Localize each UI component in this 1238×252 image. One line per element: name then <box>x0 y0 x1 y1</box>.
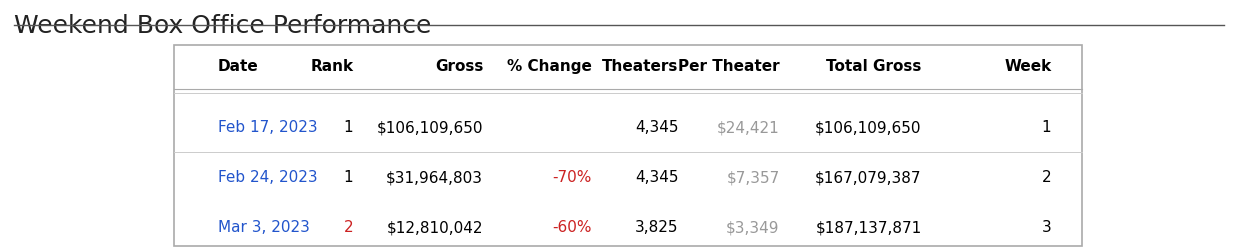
Text: 2: 2 <box>344 219 353 234</box>
Text: 1: 1 <box>1041 120 1051 135</box>
Bar <box>175 46 1082 246</box>
Text: Theaters: Theaters <box>602 59 678 74</box>
Text: Mar 3, 2023: Mar 3, 2023 <box>218 219 310 234</box>
Text: -70%: -70% <box>552 170 592 184</box>
Text: $106,109,650: $106,109,650 <box>815 120 921 135</box>
Text: 4,345: 4,345 <box>635 170 678 184</box>
Text: Feb 17, 2023: Feb 17, 2023 <box>218 120 317 135</box>
Text: -60%: -60% <box>552 219 592 234</box>
Text: 3,825: 3,825 <box>635 219 678 234</box>
Text: $187,137,871: $187,137,871 <box>816 219 921 234</box>
Text: Rank: Rank <box>311 59 353 74</box>
Text: $167,079,387: $167,079,387 <box>815 170 921 184</box>
Text: 1: 1 <box>344 120 353 135</box>
Text: $31,964,803: $31,964,803 <box>386 170 483 184</box>
Text: $3,349: $3,349 <box>725 219 780 234</box>
Text: Total Gross: Total Gross <box>826 59 921 74</box>
Text: Week: Week <box>1004 59 1051 74</box>
Text: $106,109,650: $106,109,650 <box>376 120 483 135</box>
Text: Feb 24, 2023: Feb 24, 2023 <box>218 170 317 184</box>
Text: $12,810,042: $12,810,042 <box>386 219 483 234</box>
Text: Date: Date <box>218 59 259 74</box>
Text: 3: 3 <box>1041 219 1051 234</box>
Text: Per Theater: Per Theater <box>678 59 780 74</box>
Text: % Change: % Change <box>506 59 592 74</box>
Text: Gross: Gross <box>435 59 483 74</box>
Text: $7,357: $7,357 <box>727 170 780 184</box>
Text: 1: 1 <box>344 170 353 184</box>
Text: Weekend Box Office Performance: Weekend Box Office Performance <box>14 14 431 38</box>
Text: $24,421: $24,421 <box>717 120 780 135</box>
Text: 2: 2 <box>1041 170 1051 184</box>
Text: 4,345: 4,345 <box>635 120 678 135</box>
